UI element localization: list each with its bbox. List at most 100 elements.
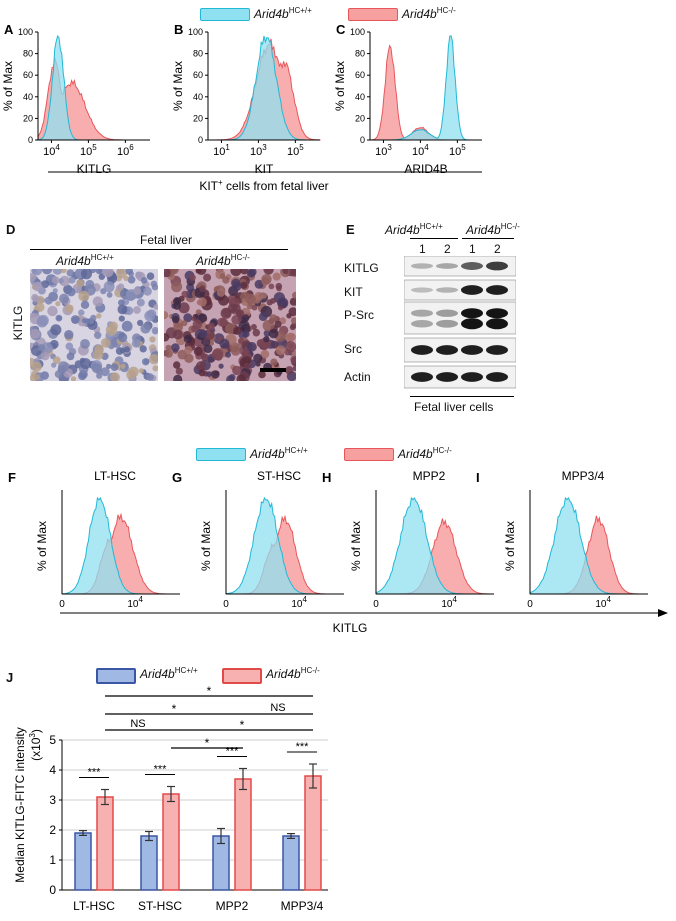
- cell-nucleus: [32, 269, 43, 276]
- cell-nucleus: [198, 329, 208, 339]
- cell-nucleus: [76, 279, 85, 288]
- blot-band: [436, 263, 458, 269]
- blot-label-kit: KIT: [344, 285, 363, 299]
- mid-legend-swatch-wt: [196, 448, 246, 461]
- panel-letter-d: D: [6, 222, 16, 237]
- cell-nucleus: [66, 352, 75, 361]
- x-tick-label: 106: [117, 143, 134, 158]
- cell-nucleus: [216, 288, 226, 297]
- cell-nucleus: [52, 269, 63, 275]
- flow-panel-f: F LT-HSC % of Max 0 104: [8, 469, 180, 610]
- y-axis-label: % of Max: [171, 61, 185, 111]
- cell-nucleus: [218, 363, 224, 369]
- legend-swatch-ko: [348, 8, 398, 21]
- comparison-label: *: [207, 684, 212, 698]
- cell-nucleus: [275, 282, 283, 290]
- cell-nucleus: [178, 302, 190, 314]
- cell-nucleus: [127, 275, 136, 284]
- cell-nucleus: [219, 338, 230, 349]
- x-tick-label: 103: [250, 143, 267, 158]
- cell-nucleus: [241, 323, 251, 334]
- cell-nucleus: [203, 273, 212, 282]
- cell-nucleus: [230, 269, 242, 277]
- cell-nucleus: [51, 362, 57, 368]
- panel-title: MPP2: [413, 469, 446, 483]
- ihc-image-ko: [164, 269, 296, 381]
- panel-title: LT-HSC: [94, 469, 136, 483]
- y-tick-label: 20: [355, 113, 365, 123]
- y-tick-label: 4: [49, 763, 56, 777]
- blot-band: [411, 345, 433, 355]
- cell-nucleus: [181, 290, 189, 298]
- cell-nucleus: [250, 324, 257, 330]
- cell-nucleus: [230, 345, 241, 356]
- panel-letter-e: E: [346, 222, 355, 237]
- y-tick-label: 100: [18, 27, 33, 37]
- blot-row-kit: [404, 279, 516, 301]
- cell-nucleus: [191, 316, 197, 322]
- cell-nucleus: [255, 361, 261, 367]
- cell-nucleus: [263, 329, 271, 337]
- cell-nucleus: [119, 347, 126, 354]
- blot-band: [461, 308, 483, 319]
- cell-nucleus: [41, 342, 53, 354]
- j-legend-label-wt: Arid4bHC+/+: [140, 666, 198, 681]
- cell-nucleus: [41, 352, 50, 361]
- blot-band: [411, 309, 433, 317]
- cell-nucleus: [78, 290, 90, 302]
- y-axis-label: % of Max: [349, 521, 363, 571]
- cell-nucleus: [52, 356, 61, 365]
- cell-nucleus: [146, 272, 155, 280]
- cell-nucleus: [199, 285, 206, 293]
- blot-band: [461, 318, 483, 330]
- panel-d-title: Fetal liver: [140, 233, 193, 247]
- cell-nucleus: [50, 324, 62, 336]
- cell-nucleus: [116, 269, 127, 279]
- cell-nucleus: [68, 276, 76, 284]
- cell-nucleus: [138, 368, 144, 374]
- cell-nucleus: [175, 367, 183, 375]
- cell-nucleus: [181, 320, 188, 327]
- x-tick-label: 101: [213, 143, 230, 158]
- cell-nucleus: [183, 313, 193, 323]
- x-axis-label: ARID4B: [404, 162, 447, 176]
- panel-e-footer-rule: [410, 396, 514, 397]
- cell-nucleus: [289, 297, 296, 306]
- cell-nucleus: [198, 313, 208, 323]
- cell-nucleus: [240, 281, 248, 289]
- y-tick-label: 0: [198, 135, 203, 145]
- cell-nucleus: [121, 320, 133, 332]
- bar-ko-mpp2: [234, 778, 252, 891]
- cell-nucleus: [96, 372, 103, 379]
- cell-nucleus: [262, 319, 274, 332]
- panel-letter-a: A: [4, 22, 14, 37]
- flow-panel-b: B 100 80 60 40 20 0 % of Max 101 103 105 KIT: [171, 22, 321, 176]
- panel-d-left-label: Arid4bHC+/+: [56, 253, 114, 268]
- cell-nucleus: [81, 269, 92, 280]
- cell-nucleus: [139, 345, 147, 353]
- y-tick-label: 0: [49, 883, 56, 897]
- cell-nucleus: [243, 362, 251, 369]
- lane-1-wt: 1: [419, 242, 426, 256]
- panel-e-header-ko: Arid4bHC-/-: [466, 222, 520, 237]
- cell-nucleus: [131, 338, 141, 348]
- y-tick-label: 2: [49, 823, 56, 837]
- blot-frame: [404, 256, 516, 277]
- cell-nucleus: [261, 274, 272, 285]
- cell-nucleus: [70, 376, 77, 381]
- cell-nucleus: [286, 313, 292, 319]
- cell-nucleus: [52, 288, 58, 294]
- cell-nucleus: [152, 328, 158, 335]
- cell-nucleus: [148, 354, 158, 365]
- cell-nucleus: [233, 326, 242, 335]
- blot-row-kitlg: [404, 256, 516, 277]
- cell-nucleus: [172, 315, 180, 324]
- x-tick-label: 104: [595, 595, 611, 610]
- mid-flow-panels: F LT-HSC % of Max 0 104 G ST-HSC % of Max 0 104 H M…: [8, 469, 668, 635]
- cell-nucleus: [253, 353, 263, 363]
- cell-nucleus: [227, 303, 238, 313]
- cell-nucleus: [286, 332, 295, 341]
- panel-e-rule-wt: [410, 238, 458, 239]
- legend-swatch-wt: [200, 8, 250, 21]
- blot-band: [486, 308, 508, 319]
